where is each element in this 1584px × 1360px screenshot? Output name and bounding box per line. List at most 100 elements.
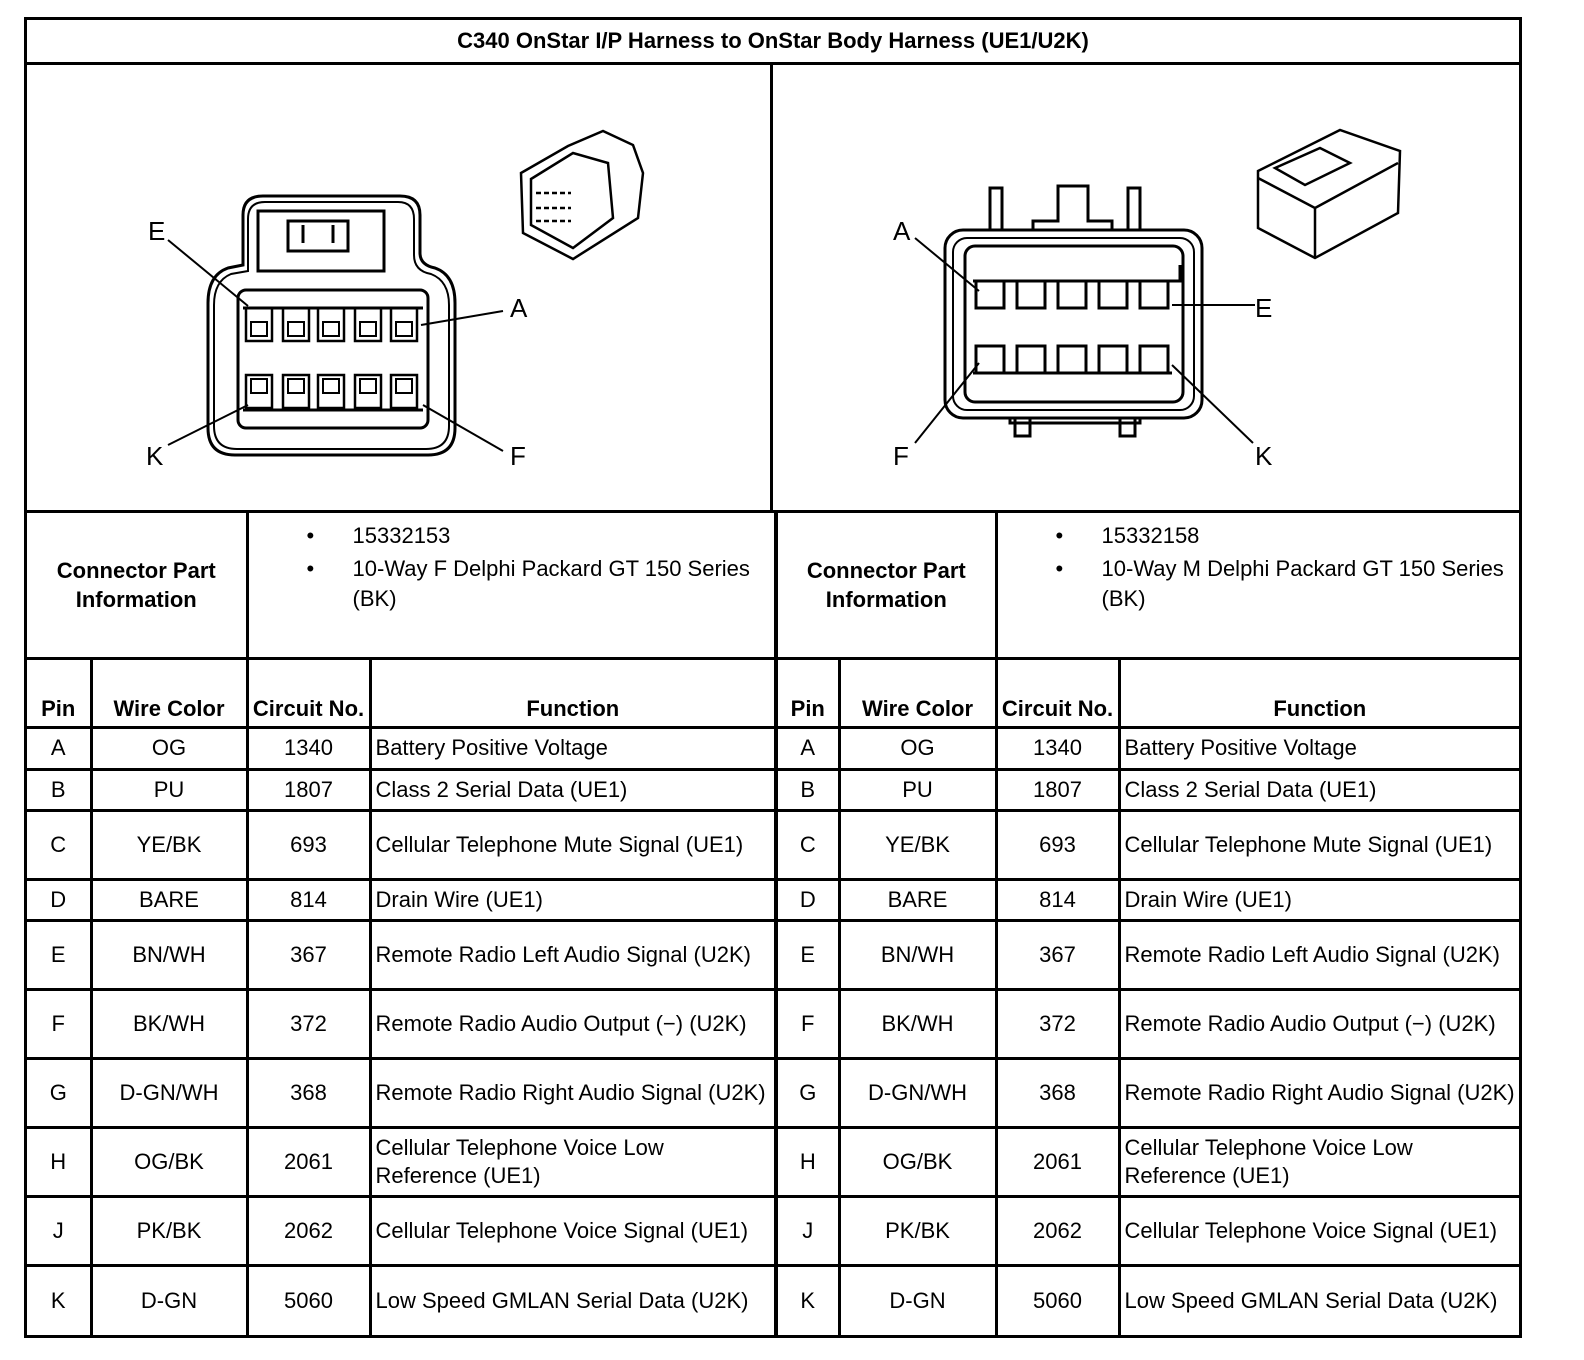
wire-color-cell: OG [89, 725, 249, 771]
pin-cell: K [27, 1263, 93, 1335]
pin-cell: B [774, 767, 841, 812]
pin-cell: E [774, 918, 841, 991]
header-pin: Pin [774, 656, 841, 729]
header-wire-color: Wire Color [89, 656, 249, 729]
wire-color-cell: D-GN/WH [89, 1056, 249, 1129]
female-connector-iso-icon [519, 129, 645, 261]
table-row: B PU 1807 Class 2 Serial Data (UE1) B PU 1807 C… [27, 767, 1520, 812]
male-connector-diagram: A E F K [773, 65, 1519, 510]
circuit-cell: 367 [994, 918, 1121, 991]
pin-label-k: K [146, 441, 164, 471]
table-row: D BARE 814 Drain Wire (UE1) D BARE 814 Drain Wi… [27, 877, 1520, 922]
function-cell: Battery Positive Voltage [1117, 725, 1520, 771]
pin-cavity [1056, 279, 1088, 310]
male-connector-face [914, 184, 1255, 444]
pin-label-k: K [1255, 441, 1273, 471]
pin-cell: A [27, 725, 93, 771]
pin-cavity [1138, 344, 1170, 375]
function-cell: Drain Wire (UE1) [1117, 877, 1520, 922]
pin-cavity [281, 373, 311, 410]
function-cell: Low Speed GMLAN Serial Data (U2K) [1117, 1263, 1520, 1335]
pin-cell: B [27, 767, 93, 812]
pin-cavity [1015, 344, 1047, 375]
circuit-cell: 693 [245, 808, 372, 881]
circuit-cell: 2062 [245, 1194, 372, 1267]
wire-color-cell: D-GN/WH [837, 1056, 998, 1129]
wire-color-cell: PU [837, 767, 998, 812]
wire-color-cell: PU [89, 767, 249, 812]
wire-color-cell: PK/BK [837, 1194, 998, 1267]
header-function: Function [1117, 656, 1520, 729]
wire-color-cell: YE/BK [89, 808, 249, 881]
pin-cell: C [774, 808, 841, 881]
pin-cavity [1097, 344, 1129, 375]
female-connector-diagram: E A K F [27, 65, 773, 510]
circuit-cell: 1807 [994, 767, 1121, 812]
circuit-cell: 814 [994, 877, 1121, 922]
table-row: H OG/BK 2061 Cellular Telephone Voice Low R… [27, 1125, 1520, 1198]
table-row: K D-GN 5060 Low Speed GMLAN Serial Data (U2… [27, 1263, 1520, 1335]
pin-cavity [281, 306, 311, 343]
circuit-cell: 2062 [994, 1194, 1121, 1267]
wire-color-cell: PK/BK [89, 1194, 249, 1267]
pin-cell: G [27, 1056, 93, 1129]
pin-cavity [1138, 279, 1170, 310]
wire-color-cell: OG [837, 725, 998, 771]
wire-color-cell: YE/BK [837, 808, 998, 881]
pin-cavity [316, 306, 346, 343]
part-number: 15332153 [307, 521, 771, 551]
wire-color-cell: D-GN [89, 1263, 249, 1335]
pin-label-a: A [893, 216, 911, 246]
circuit-cell: 5060 [994, 1263, 1121, 1335]
wire-color-cell: BN/WH [837, 918, 998, 991]
pin-cavity [244, 373, 274, 410]
pin-cell: H [774, 1125, 841, 1198]
connector-table: C340 OnStar I/P Harness to OnStar Body H… [24, 17, 1522, 1338]
circuit-cell: 367 [245, 918, 372, 991]
pin-cavity [974, 344, 1006, 375]
function-cell: Cellular Telephone Mute Signal (UE1) [1117, 808, 1520, 881]
function-cell: Cellular Telephone Voice Signal (UE1) [368, 1194, 778, 1267]
female-connector-face [167, 194, 504, 457]
part-info-row: Connector Part Information 15332153 10-W… [27, 513, 1520, 660]
pin-cell: J [27, 1194, 93, 1267]
function-cell: Remote Radio Audio Output (−) (U2K) [1117, 987, 1520, 1060]
circuit-cell: 372 [245, 987, 372, 1060]
part-info-label: Connector Part Information [27, 513, 249, 660]
circuit-cell: 2061 [994, 1125, 1121, 1198]
pin-cavity [353, 373, 383, 410]
part-info-label: Connector Part Information [774, 513, 998, 660]
wire-color-cell: BN/WH [89, 918, 249, 991]
pin-cavity [974, 279, 1006, 310]
header-circuit: Circuit No. [245, 656, 372, 729]
header-function: Function [368, 656, 778, 729]
function-cell: Class 2 Serial Data (UE1) [368, 767, 778, 812]
header-circuit: Circuit No. [994, 656, 1121, 729]
wire-color-cell: BARE [89, 877, 249, 922]
pin-cell: D [774, 877, 841, 922]
table-row: C YE/BK 693 Cellular Telephone Mute Signal … [27, 808, 1520, 881]
function-cell: Class 2 Serial Data (UE1) [1117, 767, 1520, 812]
wire-color-cell: BK/WH [837, 987, 998, 1060]
pin-cell: A [774, 725, 841, 771]
wire-color-cell: BK/WH [89, 987, 249, 1060]
pin-label-a: A [510, 293, 528, 323]
pin-cell: J [774, 1194, 841, 1267]
function-cell: Cellular Telephone Voice Low Reference (… [368, 1125, 778, 1198]
pin-cell: G [774, 1056, 841, 1129]
pin-cell: K [774, 1263, 841, 1335]
circuit-cell: 814 [245, 877, 372, 922]
circuit-cell: 1340 [245, 725, 372, 771]
circuit-cell: 368 [245, 1056, 372, 1129]
function-cell: Cellular Telephone Voice Low Reference (… [1117, 1125, 1520, 1198]
header-row: Pin Wire Color Circuit No. Function Pin … [27, 656, 1520, 729]
pin-cavity [316, 373, 346, 410]
function-cell: Drain Wire (UE1) [368, 877, 778, 922]
pin-cell: F [27, 987, 93, 1060]
header-pin: Pin [27, 656, 93, 729]
pin-label-f: F [510, 441, 526, 471]
function-cell: Remote Radio Right Audio Signal (U2K) [1117, 1056, 1520, 1129]
pin-cavity [244, 306, 274, 343]
function-cell: Remote Radio Right Audio Signal (U2K) [368, 1056, 778, 1129]
pin-cavity [1097, 279, 1129, 310]
